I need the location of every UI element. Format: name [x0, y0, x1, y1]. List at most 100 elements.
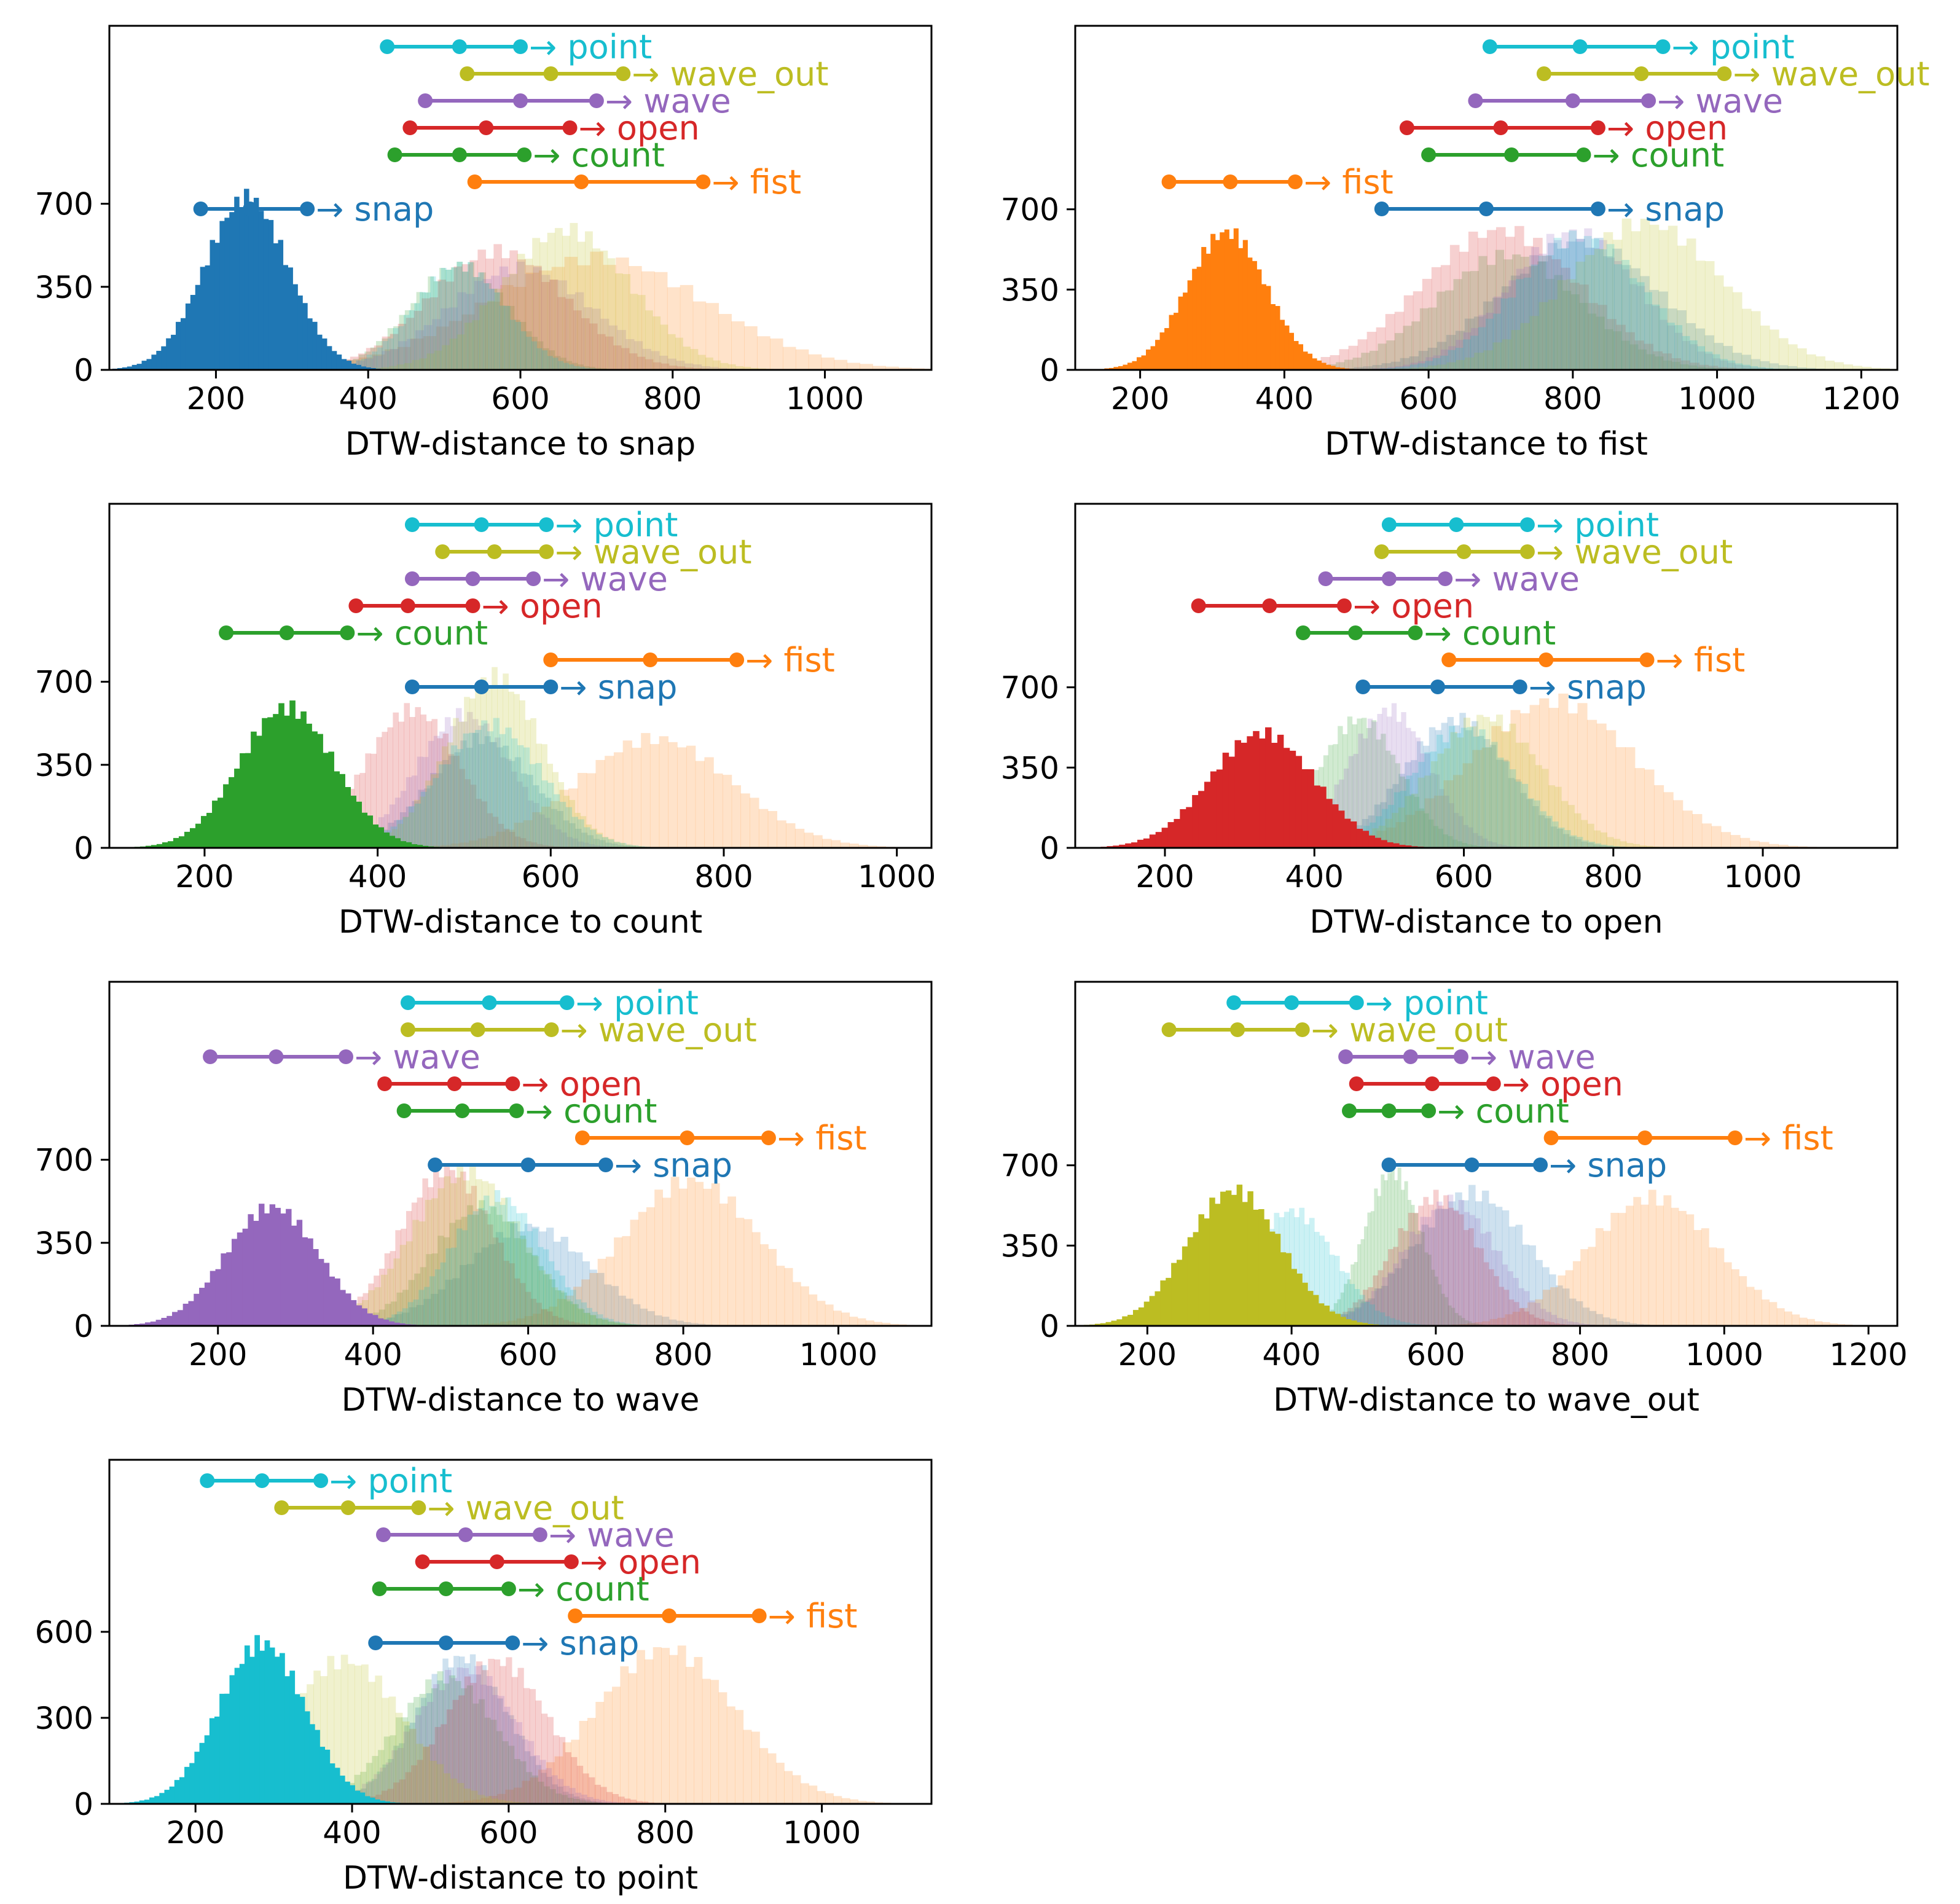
hist-bar — [174, 1780, 180, 1804]
hist-bar — [1569, 229, 1577, 370]
hist-bar — [1116, 1319, 1123, 1326]
hist-bar — [450, 267, 457, 370]
hist-bar — [447, 742, 453, 848]
hist-bar — [329, 1276, 335, 1326]
hist-bar — [402, 1308, 409, 1326]
quartile-marker — [467, 174, 482, 189]
hist-bar — [492, 817, 499, 848]
hist-bar — [383, 833, 390, 848]
hist-bar — [1540, 1309, 1546, 1326]
quartile-marker — [1287, 174, 1303, 189]
hist-bar — [1395, 763, 1400, 848]
hist-bar — [751, 1232, 761, 1326]
hist-bar — [1491, 726, 1502, 848]
hist-bar — [1433, 796, 1445, 848]
hist-bar — [583, 307, 593, 370]
hist-bar — [382, 367, 390, 370]
quartile-marker — [219, 625, 234, 640]
hist-bar — [517, 254, 525, 370]
quartile-marker — [400, 995, 415, 1010]
hist-bar — [571, 1757, 578, 1804]
hist-bar — [403, 1731, 410, 1804]
hist-bar — [350, 796, 356, 848]
hist-bar — [541, 1309, 547, 1326]
hist-bar — [687, 1177, 696, 1326]
hist-bar — [1443, 780, 1454, 848]
quartile-marker — [1336, 598, 1352, 613]
hist-bar — [514, 836, 521, 848]
hist-bar — [566, 361, 573, 370]
hist-bar — [536, 1303, 542, 1326]
hist-bar — [1108, 367, 1115, 370]
hist-bar — [1727, 360, 1736, 370]
hist-bar — [1618, 1213, 1626, 1326]
hist-bar — [1441, 1209, 1448, 1326]
hist-bar — [1409, 794, 1415, 848]
hist-bar — [613, 1321, 620, 1326]
quartile-marker — [1565, 93, 1580, 108]
hist-bar — [592, 248, 601, 370]
hist-bar — [1693, 1230, 1702, 1326]
hist-bar — [1797, 367, 1807, 370]
hist-bar — [1411, 321, 1421, 370]
iqr-label: → fist — [1744, 1119, 1833, 1158]
hist-bar — [467, 1205, 474, 1326]
hist-bar — [167, 841, 174, 848]
hist-bar — [1371, 1291, 1378, 1326]
hist-bar — [1424, 1252, 1429, 1326]
hist-bar — [524, 1223, 533, 1326]
quartile-marker — [543, 680, 559, 694]
hist-bar — [229, 1675, 235, 1804]
hist-bar — [399, 1779, 406, 1804]
hist-bar — [1100, 1323, 1107, 1326]
hist-bar — [471, 1186, 477, 1326]
hist-bar — [1422, 278, 1432, 370]
hist-bar — [234, 197, 240, 370]
hist-bar — [1417, 1230, 1422, 1326]
hist-bar — [526, 1247, 533, 1326]
hist-bar — [727, 364, 736, 370]
hist-bar — [1394, 333, 1404, 370]
hist-bar — [628, 1673, 637, 1804]
hist-bar — [500, 1205, 506, 1326]
hist-bar — [637, 356, 646, 370]
hist-bar — [1469, 1215, 1475, 1326]
hist-bar — [1385, 818, 1392, 848]
hist-bar — [1418, 351, 1429, 370]
hist-series-count — [301, 261, 619, 370]
hist-bar — [1524, 1311, 1530, 1326]
x-tick-label: 400 — [343, 1337, 402, 1373]
hist-bar — [1570, 835, 1577, 848]
hist-bar — [455, 1220, 462, 1326]
hist-bar — [1677, 310, 1687, 370]
hist-bar — [1607, 319, 1617, 370]
hist-bar — [445, 1248, 452, 1326]
hist-bar — [1402, 366, 1411, 370]
hist-bar — [502, 1221, 509, 1326]
hist-bar — [1277, 734, 1284, 848]
hist-bar — [1414, 1213, 1418, 1326]
hist-bar — [704, 757, 714, 848]
hist-bar — [577, 241, 586, 370]
hist-bar — [1658, 291, 1668, 370]
hist-bar — [557, 297, 566, 370]
quartile-marker — [505, 1076, 520, 1091]
quartile-marker — [1536, 66, 1551, 81]
hist-bar — [1309, 1218, 1315, 1326]
hist-bar — [531, 341, 537, 370]
hist-bar — [371, 1779, 378, 1804]
hist-bar — [1616, 324, 1626, 370]
hist-bar — [403, 817, 409, 848]
hist-bar — [597, 1272, 605, 1326]
hist-bar — [420, 796, 426, 848]
quartile-marker — [1543, 1130, 1559, 1145]
hist-bar — [592, 1312, 598, 1326]
histogram-bars — [134, 667, 904, 848]
hist-bar — [366, 367, 371, 370]
hist-bar — [1575, 839, 1582, 848]
hist-bar — [139, 1800, 145, 1804]
hist-bar — [633, 1304, 641, 1326]
hist-bar — [514, 1238, 520, 1326]
hist-bar — [559, 789, 569, 848]
hist-bar — [662, 1197, 672, 1326]
